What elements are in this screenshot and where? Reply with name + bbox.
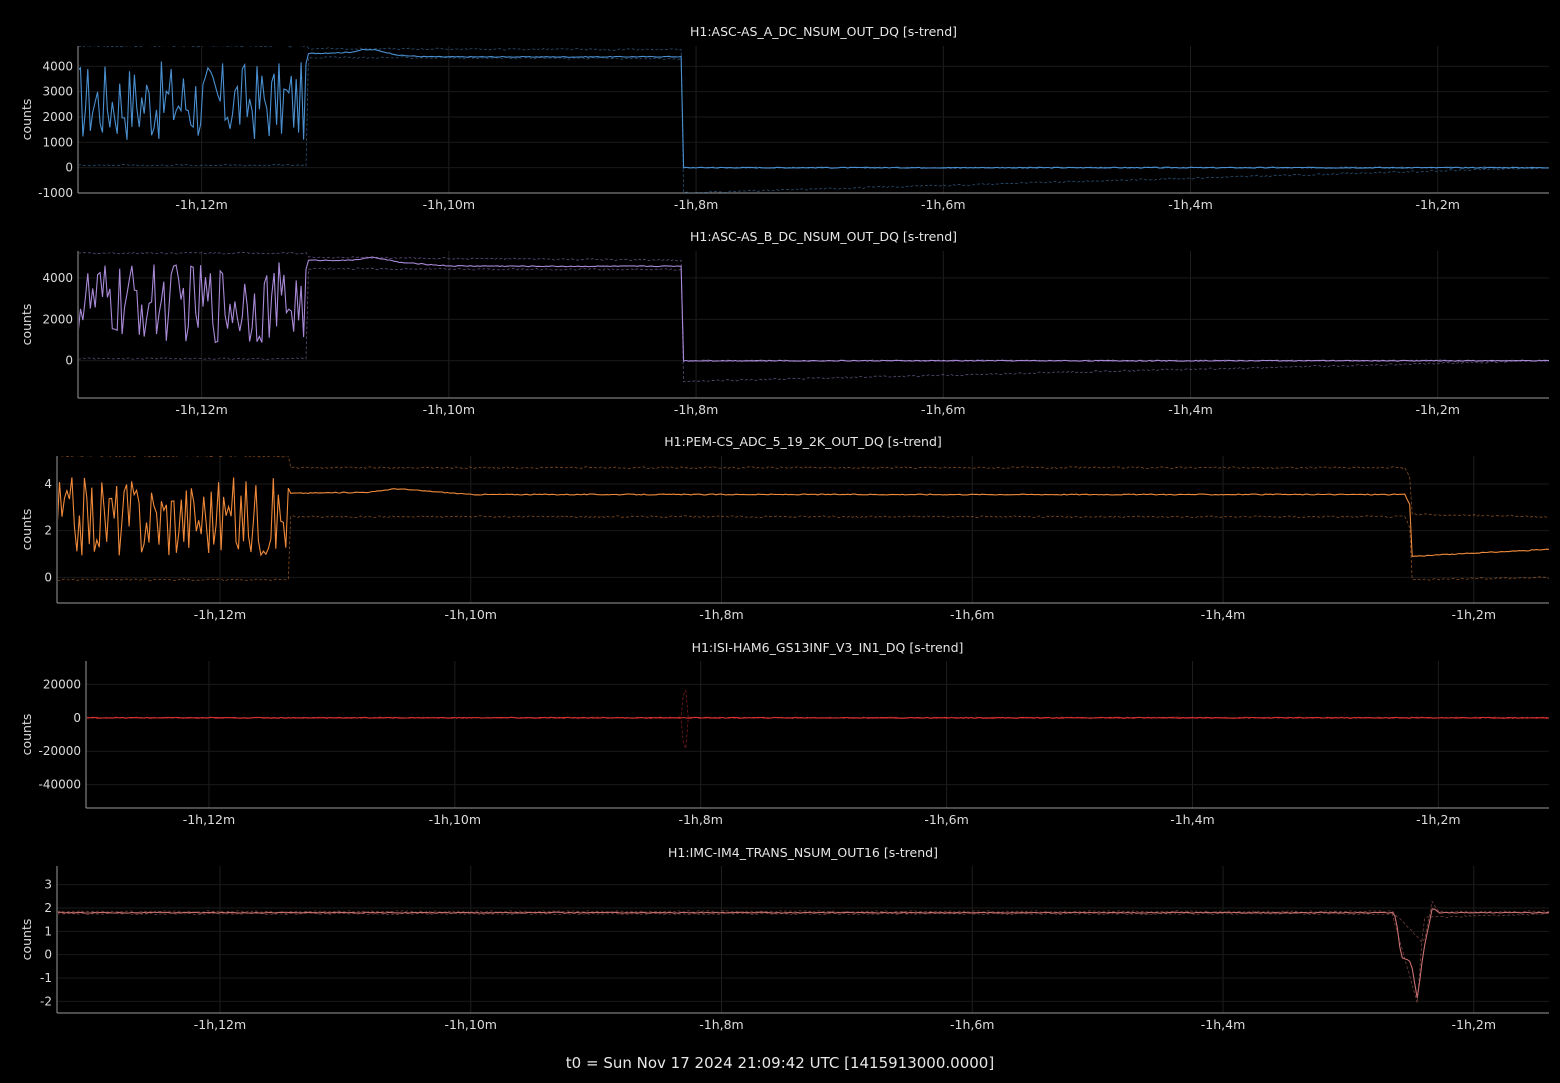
x-tick-label: -1h,8m <box>674 197 719 212</box>
x-tick-label: -1h,6m <box>921 197 966 212</box>
x-tick-label: -1h,10m <box>429 812 481 827</box>
chart-title: H1:PEM-CS_ADC_5_19_2K_OUT_DQ [s-trend] <box>664 434 942 449</box>
x-tick-label: -1h,6m <box>950 1017 995 1032</box>
series-mean-line <box>58 477 1549 558</box>
y-tick-label: 2 <box>44 524 52 538</box>
series-max-line <box>58 900 1549 943</box>
y-tick-label: 0 <box>65 354 73 368</box>
series-max-line <box>79 46 1549 170</box>
y-tick-label: 4 <box>44 477 52 491</box>
y-tick-label: -1000 <box>38 186 73 200</box>
x-tick-label: -1h,10m <box>423 197 475 212</box>
y-axis-label: counts <box>19 304 34 346</box>
chart-title: H1:ASC-AS_B_DC_NSUM_OUT_DQ [s-trend] <box>690 229 957 244</box>
x-tick-label: -1h,8m <box>674 402 719 417</box>
chart-panel-2: -1h,12m -1h,10m -1h,8m -1h,6m -1h,4m -1h,2m 0 2… <box>19 229 1549 417</box>
y-axis-label: counts <box>19 99 34 141</box>
plot-area <box>58 456 1549 581</box>
y-tick-label: -2 <box>40 994 52 1008</box>
y-tick-label: 1000 <box>42 135 73 149</box>
y-tick-label: 2000 <box>42 110 73 124</box>
x-tick-label: -1h,10m <box>445 1017 497 1032</box>
chart-panel-4: -1h,12m -1h,10m -1h,8m -1h,6m -1h,4m -1h,2m -4… <box>19 640 1549 827</box>
series-min-line <box>58 515 1549 581</box>
x-tick-label: -1h,2m <box>1452 1017 1497 1032</box>
y-tick-label: 3000 <box>42 85 73 99</box>
y-tick-label: 3 <box>44 878 52 892</box>
x-tick-label: -1h,8m <box>699 1017 744 1032</box>
series-min-line <box>79 56 1549 193</box>
x-tick-label: -1h,6m <box>950 607 995 622</box>
series-min-line <box>79 267 1549 383</box>
series-max-line <box>87 688 1549 720</box>
y-tick-label: 4000 <box>42 59 73 73</box>
y-tick-label: -20000 <box>38 744 81 758</box>
y-tick-label: 0 <box>73 711 81 725</box>
plot-area <box>79 46 1549 193</box>
x-tick-label: -1h,4m <box>1168 197 1213 212</box>
y-tick-label: 2000 <box>42 312 73 326</box>
series-min-line <box>87 716 1549 751</box>
series-min-line <box>58 912 1549 1004</box>
series-mean-line <box>79 256 1549 362</box>
x-tick-label: -1h,12m <box>175 402 227 417</box>
series-max-line <box>58 456 1549 518</box>
x-tick-label: -1h,4m <box>1201 607 1246 622</box>
x-tick-label: -1h,8m <box>678 812 723 827</box>
x-tick-label: -1h,2m <box>1415 197 1460 212</box>
t0-footer: t0 = Sun Nov 17 2024 21:09:42 UTC [14159… <box>565 1054 995 1072</box>
y-tick-label: 0 <box>65 161 73 175</box>
x-tick-label: -1h,12m <box>194 1017 246 1032</box>
x-tick-label: -1h,2m <box>1452 607 1497 622</box>
chart-title: H1:ISI-HAM6_GS13INF_V3_IN1_DQ [s-trend] <box>692 640 964 655</box>
x-tick-label: -1h,2m <box>1416 812 1461 827</box>
x-tick-label: -1h,12m <box>194 607 246 622</box>
series-mean-line <box>58 908 1549 998</box>
x-tick-label: -1h,4m <box>1170 812 1215 827</box>
plot-area <box>58 900 1549 1004</box>
x-tick-label: -1h,6m <box>924 812 969 827</box>
x-tick-label: -1h,8m <box>699 607 744 622</box>
y-tick-label: 0 <box>44 948 52 962</box>
y-tick-label: 0 <box>44 570 52 584</box>
x-tick-label: -1h,10m <box>445 607 497 622</box>
chart-panel-1: -1h,12m -1h,10m -1h,8m -1h,6m -1h,4m -1h,2m -1… <box>19 24 1549 212</box>
y-tick-label: 4000 <box>42 271 73 285</box>
y-tick-label: 1 <box>44 924 52 938</box>
x-tick-label: -1h,12m <box>183 812 235 827</box>
x-tick-label: -1h,2m <box>1415 402 1460 417</box>
y-tick-label: -1 <box>40 971 52 985</box>
y-axis-label: counts <box>19 919 34 961</box>
series-max-line <box>79 251 1549 363</box>
x-tick-label: -1h,4m <box>1201 1017 1246 1032</box>
y-axis-label: counts <box>19 714 34 756</box>
x-tick-label: -1h,12m <box>175 197 227 212</box>
x-tick-label: -1h,4m <box>1168 402 1213 417</box>
chart-panel-3: -1h,12m -1h,10m -1h,8m -1h,6m -1h,4m -1h,2m 0 2… <box>19 434 1549 622</box>
chart-title: H1:IMC-IM4_TRANS_NSUM_OUT16 [s-trend] <box>668 845 938 860</box>
series-mean-line <box>79 48 1549 169</box>
y-tick-label: 20000 <box>43 677 81 691</box>
chart-title: H1:ASC-AS_A_DC_NSUM_OUT_DQ [s-trend] <box>690 24 957 39</box>
plot-area <box>79 251 1549 383</box>
y-axis-label: counts <box>19 509 34 551</box>
chart-panel-5: -1h,12m -1h,10m -1h,8m -1h,6m -1h,4m -1h,2m -2… <box>19 845 1549 1032</box>
y-tick-label: -40000 <box>38 778 81 792</box>
x-tick-label: -1h,6m <box>921 402 966 417</box>
x-tick-label: -1h,10m <box>423 402 475 417</box>
plot-area <box>87 688 1549 751</box>
y-tick-label: 2 <box>44 901 52 915</box>
